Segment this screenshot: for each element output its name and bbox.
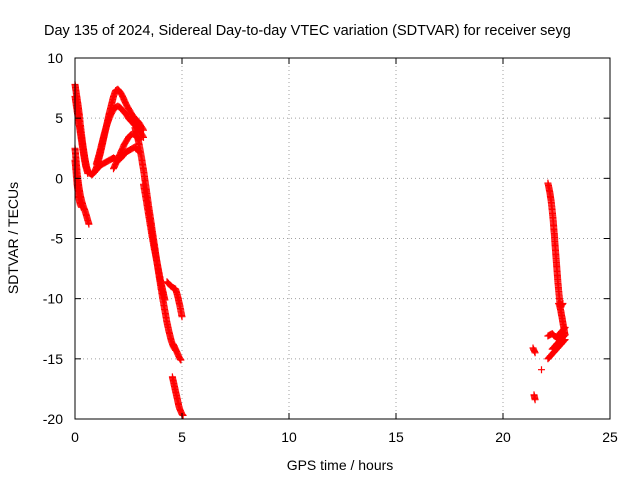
data-point bbox=[178, 313, 186, 321]
x-tick-label: 20 bbox=[495, 429, 511, 445]
data-point bbox=[161, 296, 169, 304]
data-point bbox=[531, 349, 539, 357]
data-point bbox=[560, 325, 568, 333]
data-point bbox=[177, 356, 185, 364]
data-point bbox=[140, 133, 147, 141]
data-point bbox=[77, 203, 85, 211]
y-tick-label: -15 bbox=[43, 351, 63, 367]
data-point bbox=[561, 331, 569, 339]
y-tick-label: -20 bbox=[43, 411, 63, 427]
data-point bbox=[561, 324, 569, 331]
x-tick-label: 25 bbox=[602, 429, 618, 445]
data-point bbox=[538, 366, 545, 374]
y-tick-label: 5 bbox=[55, 110, 63, 126]
x-tick-label: 10 bbox=[281, 429, 297, 445]
x-tick-label: 5 bbox=[178, 429, 186, 445]
axis-ticks: 0 5 10 15 20 25 -20 -15 -10 -5 0 5 10 bbox=[43, 50, 618, 445]
data-point bbox=[85, 220, 93, 228]
chart-title: Day 135 of 2024, Sidereal Day-to-day VTE… bbox=[44, 23, 571, 39]
x-axis-label: GPS time / hours bbox=[287, 457, 394, 473]
x-tick-label: 15 bbox=[388, 429, 404, 445]
data-point bbox=[560, 332, 568, 340]
y-tick-label: 0 bbox=[55, 170, 63, 186]
data-point bbox=[179, 411, 187, 419]
y-tick-label: -5 bbox=[51, 231, 64, 247]
data-point bbox=[531, 396, 539, 404]
y-tick-label: -10 bbox=[43, 291, 63, 307]
data-point bbox=[560, 332, 568, 340]
y-tick-label: 10 bbox=[47, 50, 63, 66]
y-axis-label: SDTVAR / TECUs bbox=[5, 182, 21, 294]
data-point bbox=[560, 324, 568, 332]
x-tick-label: 0 bbox=[71, 429, 79, 445]
